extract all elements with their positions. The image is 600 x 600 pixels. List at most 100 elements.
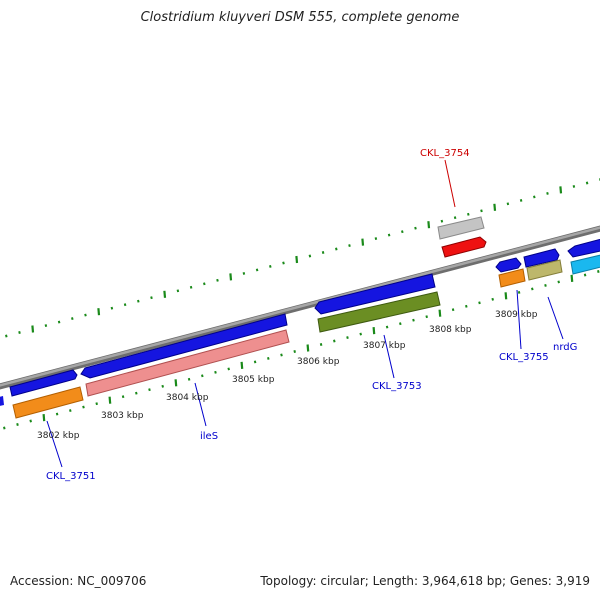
- cds-ckl3751[interactable]: [12, 386, 84, 419]
- minor-tick: [269, 264, 272, 268]
- gene-label-ckl3751[interactable]: CKL_3751: [46, 471, 96, 482]
- minor-tick: [280, 353, 283, 357]
- leader-ckl3754: [444, 159, 456, 208]
- tick-label: 3808 kbp: [429, 325, 472, 335]
- minor-tick: [412, 318, 415, 322]
- cds-ckl3755[interactable]: [498, 268, 526, 288]
- topology-summary: Topology: circular; Length: 3,964,618 bp…: [260, 574, 590, 588]
- leader-iles: [194, 382, 207, 427]
- minor-tick: [84, 313, 87, 317]
- gene-arrow-ckl3751[interactable]: [9, 369, 78, 397]
- minor-tick: [71, 317, 74, 321]
- minor-tick: [148, 388, 151, 392]
- major-tick: [372, 327, 376, 335]
- minor-tick: [242, 271, 246, 275]
- minor-tick: [201, 374, 204, 378]
- major-tick: [559, 186, 563, 194]
- major-tick: [306, 344, 310, 352]
- minor-tick: [399, 322, 402, 326]
- minor-tick: [55, 412, 59, 416]
- gene-labels: CKL_3751 ileS CKL_3753 CKL_3754 CKL_3755…: [46, 148, 577, 482]
- minor-tick: [401, 230, 404, 234]
- minor-tick: [440, 219, 444, 223]
- minor-tick: [585, 181, 589, 185]
- minor-tick: [348, 244, 351, 248]
- leader-ckl3755: [516, 289, 522, 350]
- tick-label: 3805 kbp: [232, 375, 275, 385]
- minor-tick: [451, 308, 455, 312]
- cds-iles[interactable]: [85, 329, 290, 397]
- minor-tick: [137, 299, 140, 303]
- minor-tick: [517, 290, 521, 294]
- cds-ckl3753[interactable]: [317, 291, 441, 333]
- minor-tick: [227, 367, 230, 371]
- minor-tick: [491, 297, 494, 301]
- leader-ckl3751: [46, 420, 63, 468]
- minor-tick: [506, 202, 510, 206]
- leader-ckl3753: [383, 334, 395, 379]
- minor-tick: [480, 209, 483, 213]
- minor-tick: [333, 339, 336, 343]
- minor-tick: [519, 198, 523, 202]
- gene-arrow-ckl3755[interactable]: [495, 257, 522, 273]
- minor-tick: [467, 212, 470, 216]
- minor-tick: [57, 320, 61, 324]
- cds-nrdg[interactable]: [526, 259, 563, 281]
- minor-tick: [150, 296, 153, 300]
- outer-tick-row: [5, 178, 600, 338]
- gene-arrow-nrdg[interactable]: [523, 248, 560, 268]
- major-tick: [229, 273, 233, 281]
- gene-arrow-ckl3754-red[interactable]: [441, 236, 487, 258]
- major-tick: [97, 308, 101, 316]
- minor-tick: [110, 306, 114, 310]
- minor-tick: [335, 247, 338, 251]
- minor-tick: [29, 419, 32, 423]
- gene-label-ckl3755[interactable]: CKL_3755: [499, 352, 549, 363]
- genome-backbone: [0, 225, 600, 390]
- minor-tick: [544, 283, 547, 287]
- minor-tick: [293, 350, 296, 353]
- gene-arrow-iles[interactable]: [80, 313, 288, 379]
- minor-tick: [319, 343, 323, 346]
- minor-tick: [135, 391, 138, 395]
- minor-tick: [414, 226, 417, 230]
- minor-tick: [453, 216, 457, 220]
- minor-tick: [253, 360, 257, 364]
- tick-label: 3804 kbp: [166, 393, 209, 403]
- gene-arrow-right[interactable]: [567, 238, 600, 258]
- map-title: Clostridium kluyveri DSM 555, complete g…: [140, 10, 460, 25]
- minor-tick: [255, 268, 259, 272]
- tick-label: 3806 kbp: [297, 357, 340, 367]
- minor-tick: [95, 402, 98, 406]
- minor-tick: [572, 184, 576, 188]
- minor-tick: [82, 405, 85, 409]
- major-tick: [504, 292, 508, 300]
- gene-label-ckl3754[interactable]: CKL_3754: [420, 148, 470, 159]
- minor-tick: [189, 285, 193, 289]
- gene-arrow-far-left[interactable]: [0, 396, 4, 407]
- minor-tick: [385, 325, 389, 329]
- minor-tick: [533, 195, 536, 199]
- accession-text: Accession: NC_009706: [10, 574, 147, 588]
- minor-tick: [282, 261, 285, 265]
- inner-tick-row: [3, 270, 600, 430]
- gene-label-nrdg[interactable]: nrdG: [553, 342, 577, 353]
- minor-tick: [531, 287, 534, 291]
- minor-tick: [214, 370, 217, 374]
- major-tick: [295, 255, 299, 264]
- tick-label: 3803 kbp: [101, 411, 144, 421]
- major-tick: [427, 221, 431, 229]
- gene-label-iles[interactable]: ileS: [200, 431, 218, 442]
- gene-arrow-cluster: [0, 238, 600, 407]
- cds-right[interactable]: [570, 254, 600, 275]
- gene-arrow-ckl3753[interactable]: [314, 273, 436, 315]
- minor-tick: [176, 289, 180, 293]
- major-tick: [42, 414, 46, 422]
- gene-label-ckl3753[interactable]: CKL_3753: [372, 381, 422, 392]
- tick-labels: 3802 kbp 3803 kbp 3804 kbp 3805 kbp 3806…: [37, 310, 538, 441]
- minor-tick: [267, 356, 270, 360]
- gene-arrow-ckl3754-grey[interactable]: [437, 216, 485, 240]
- minor-tick: [187, 377, 191, 381]
- minor-tick: [121, 395, 125, 399]
- tick-label: 3807 kbp: [363, 341, 406, 351]
